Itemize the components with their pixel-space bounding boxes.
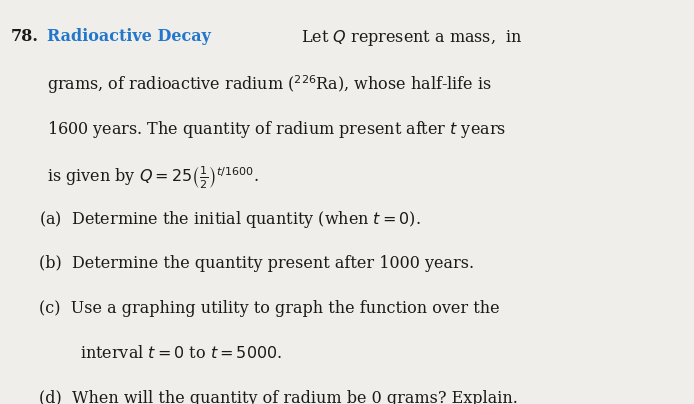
Text: 1600 years. The quantity of radium present after $t$ years: 1600 years. The quantity of radium prese… — [47, 119, 506, 140]
Text: Let $Q$ represent a mass,  in: Let $Q$ represent a mass, in — [291, 28, 523, 48]
Text: (a)  Determine the initial quantity (when $t = 0$).: (a) Determine the initial quantity (when… — [39, 209, 421, 230]
Text: (c)  Use a graphing utility to graph the function over the: (c) Use a graphing utility to graph the … — [39, 300, 500, 317]
Text: grams, of radioactive radium ($^{226}$Ra), whose half-life is: grams, of radioactive radium ($^{226}$Ra… — [47, 74, 492, 96]
Text: interval $t = 0$ to $t = 5000$.: interval $t = 0$ to $t = 5000$. — [80, 345, 282, 362]
Text: 78.: 78. — [10, 28, 38, 45]
Text: Radioactive Decay: Radioactive Decay — [47, 28, 211, 45]
Text: is given by $Q = 25\left(\frac{1}{2}\right)^{t/1600}$.: is given by $Q = 25\left(\frac{1}{2}\rig… — [47, 164, 260, 190]
Text: (d)  When will the quantity of radium be 0 grams? Explain.: (d) When will the quantity of radium be … — [39, 390, 518, 404]
Text: (b)  Determine the quantity present after 1000 years.: (b) Determine the quantity present after… — [39, 255, 474, 271]
